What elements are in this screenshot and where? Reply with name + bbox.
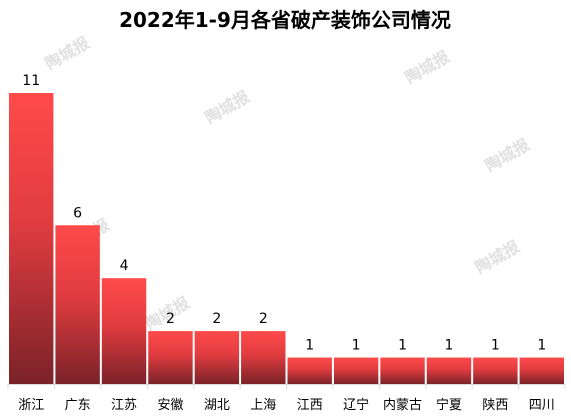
- value-label: 1: [398, 338, 407, 354]
- value-label: 4: [120, 258, 129, 274]
- bar-5: [241, 331, 286, 384]
- category-label: 上海: [250, 398, 276, 413]
- bar-1: [55, 225, 100, 384]
- bars-group: [9, 93, 564, 384]
- chart-title: 2022年1-9月各省破产装饰公司情况: [119, 8, 451, 32]
- bar-9: [426, 357, 472, 384]
- category-label: 安徽: [157, 398, 183, 413]
- bar-10: [473, 357, 518, 384]
- category-label: 四川: [529, 398, 555, 413]
- bar-3: [148, 331, 193, 384]
- category-label: 宁夏: [436, 397, 462, 413]
- watermark-text: 陶城报: [402, 47, 453, 87]
- watermark-text: 陶城报: [42, 33, 93, 73]
- watermark-text: 陶城报: [482, 135, 533, 175]
- category-label: 湖北: [204, 398, 230, 413]
- bar-2: [101, 278, 147, 384]
- value-label: 1: [444, 338, 453, 354]
- value-label: 1: [537, 338, 546, 354]
- bar-7: [333, 357, 379, 384]
- bar-0: [9, 93, 54, 384]
- value-label: 1: [352, 338, 361, 354]
- category-label: 广东: [65, 398, 91, 413]
- bar-11: [519, 357, 564, 384]
- category-label: 江西: [297, 398, 323, 413]
- category-label: 内蒙古: [383, 397, 422, 413]
- watermark-text: 陶城报: [472, 237, 523, 277]
- value-label: 2: [259, 311, 268, 327]
- category-label: 陕西: [482, 398, 508, 413]
- value-label: 1: [305, 338, 314, 354]
- value-label: 1: [491, 338, 500, 354]
- category-labels-group: 浙江 广东 江苏 安徽 湖北 上海 江西 辽宁 内蒙古 宁夏 陕西 四川: [18, 397, 555, 413]
- bar-8: [380, 357, 425, 384]
- bar-6: [287, 357, 332, 384]
- category-label: 江苏: [111, 397, 137, 413]
- value-label: 2: [166, 311, 175, 327]
- category-label: 辽宁: [343, 397, 369, 413]
- bar-4: [194, 331, 240, 384]
- x-tick-group: [7, 384, 566, 389]
- value-label: 6: [73, 205, 82, 221]
- category-label: 浙江: [18, 398, 44, 413]
- value-label: 11: [22, 73, 40, 89]
- watermark-text: 陶城报: [202, 87, 253, 127]
- value-label: 2: [212, 311, 221, 327]
